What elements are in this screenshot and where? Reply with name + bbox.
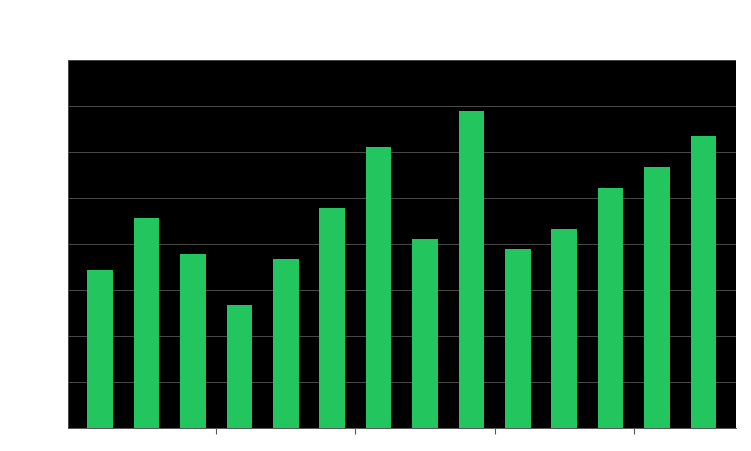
Bar	[227, 305, 252, 428]
Text: South Korean Imports of US  crude oil: South Korean Imports of US crude oil	[9, 21, 392, 39]
Bar	[366, 147, 391, 428]
Bar	[87, 270, 113, 428]
Bar	[319, 208, 345, 428]
Bar	[505, 249, 531, 428]
Bar	[412, 239, 438, 428]
Bar	[551, 229, 577, 428]
Bar	[273, 259, 298, 428]
Bar	[691, 136, 716, 428]
Bar	[459, 111, 484, 428]
Bar	[134, 218, 159, 428]
Bar	[180, 254, 206, 428]
Bar	[644, 167, 670, 428]
Bar	[598, 188, 623, 428]
